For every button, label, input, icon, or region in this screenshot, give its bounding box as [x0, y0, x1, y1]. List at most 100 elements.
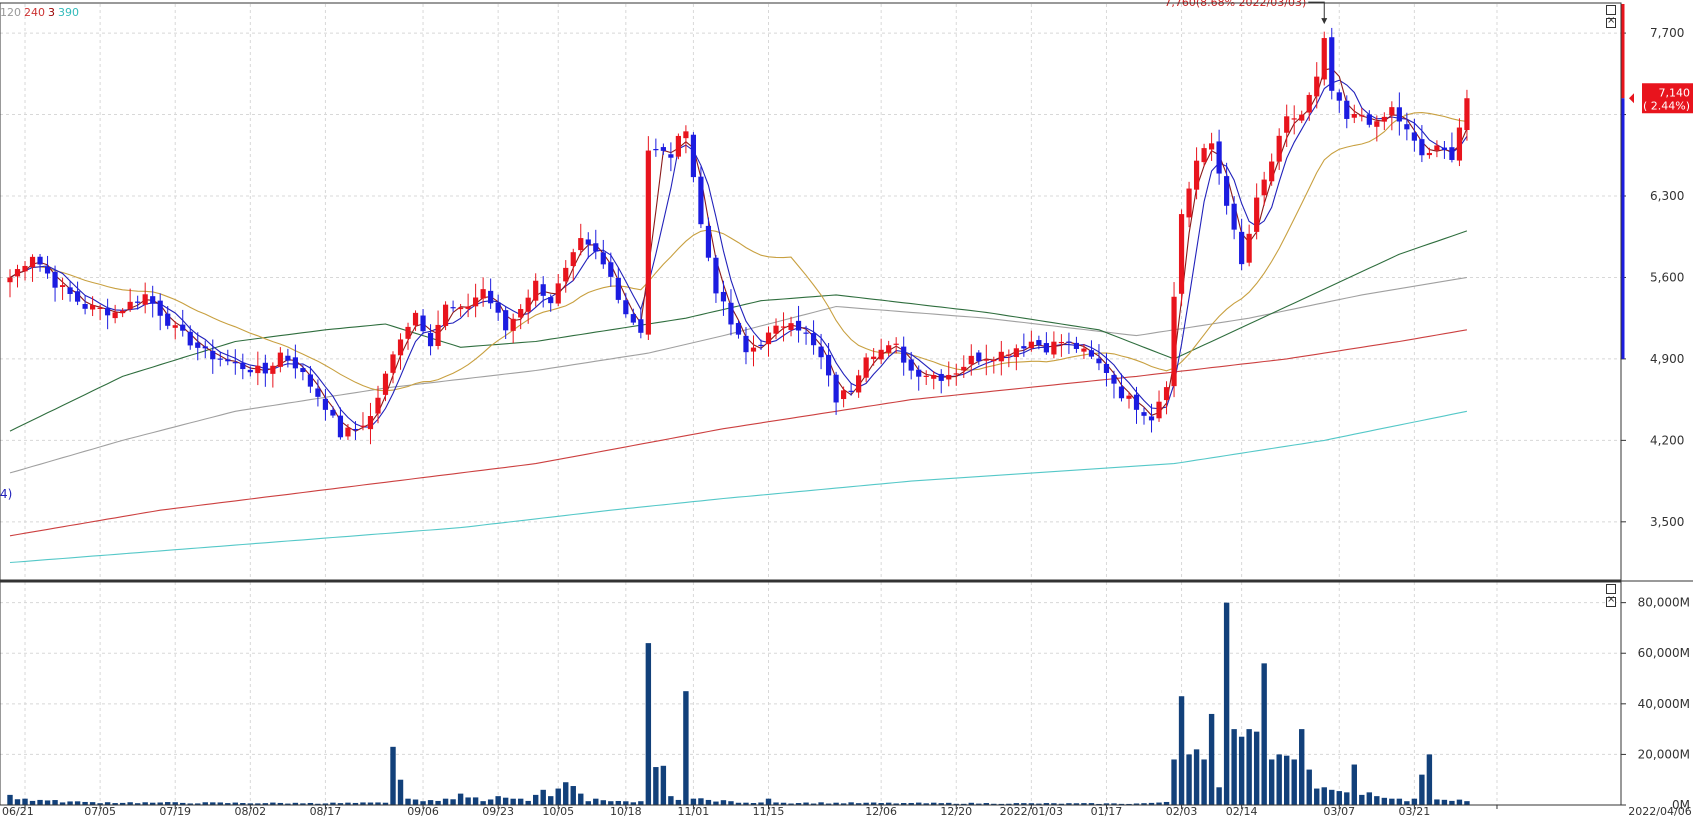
volume-bar: [908, 802, 914, 805]
candle-body: [563, 267, 569, 282]
candle: [901, 336, 907, 376]
volume-bar: [149, 802, 156, 805]
candle: [165, 306, 171, 330]
candle-body: [720, 291, 727, 302]
candle: [1231, 196, 1237, 240]
candle-body: [1088, 350, 1095, 357]
date-tick-label: 02/14: [1226, 805, 1258, 818]
candle-body: [1299, 114, 1305, 121]
date-tick-label: 09/06: [407, 805, 439, 818]
candle-body: [157, 300, 163, 316]
candle-body: [983, 359, 989, 361]
candle: [1291, 105, 1297, 135]
candle: [1449, 132, 1455, 163]
candle-body: [818, 346, 824, 358]
volume-bar: [1276, 754, 1282, 805]
volume-bar: [112, 803, 118, 805]
candle-body: [608, 262, 614, 277]
volume-bar: [1231, 729, 1237, 805]
candle-body: [488, 290, 494, 304]
volume-bar: [435, 800, 441, 805]
volume-bar: [1006, 803, 1012, 805]
candle: [705, 217, 712, 262]
candle: [97, 304, 103, 321]
candle-body: [240, 362, 246, 370]
candle-body: [458, 307, 464, 310]
volume-bar: [1381, 797, 1388, 805]
candle-body: [728, 302, 734, 325]
volume-bar: [202, 802, 208, 805]
volume-bar: [412, 799, 419, 805]
candle-body: [150, 296, 156, 304]
close-icon[interactable]: [1606, 15, 1616, 28]
volume-bar: [465, 797, 471, 805]
volume-bar: [307, 802, 314, 805]
candle-body: [1021, 346, 1027, 349]
volume-bar: [690, 798, 697, 805]
volume-bar: [1374, 796, 1380, 805]
volume-bar: [1404, 801, 1410, 805]
volume-bar: [840, 803, 847, 805]
candle-body: [217, 358, 223, 360]
candle: [540, 276, 546, 308]
volume-bar: [1321, 787, 1327, 805]
close-icon[interactable]: [1606, 594, 1616, 607]
volume-bar: [390, 746, 396, 805]
volume-bar: [1223, 602, 1230, 805]
volume-bar: [1193, 749, 1200, 805]
volume-bar: [1073, 803, 1080, 805]
candle-body: [660, 147, 666, 151]
candle-body: [653, 149, 659, 151]
candle: [300, 365, 306, 381]
date-tick-label: 03/21: [1399, 805, 1431, 818]
volume-bar: [255, 803, 261, 805]
candle-body: [44, 266, 51, 274]
candle-body: [1284, 116, 1290, 133]
volume-pane-window-buttons[interactable]: [1606, 584, 1628, 607]
volume-bar: [533, 794, 539, 805]
candle: [82, 295, 88, 315]
date-tick-label: 11/01: [678, 805, 710, 818]
candle-body: [262, 362, 268, 374]
date-tick-label: 06/21: [2, 805, 34, 818]
candle-body: [307, 374, 313, 387]
price-tick-label: 4,200: [1650, 433, 1684, 447]
volume-bar: [555, 788, 561, 805]
volume-bar: [1351, 764, 1357, 805]
candle: [1028, 330, 1034, 352]
candle-body: [848, 390, 854, 392]
volume-bar: [74, 801, 81, 805]
candle: [1464, 89, 1470, 141]
candle: [292, 344, 298, 379]
candle: [728, 289, 734, 336]
volume-bar: [22, 798, 28, 805]
volume-bar: [1156, 802, 1162, 805]
price-grid: [0, 4, 1621, 580]
candle: [322, 388, 329, 421]
candle: [1163, 381, 1170, 415]
candle: [810, 320, 817, 355]
candle: [285, 348, 291, 368]
volume-bar: [285, 803, 291, 805]
candle: [1269, 153, 1275, 186]
candle-body: [1396, 107, 1402, 122]
candle-body: [1036, 340, 1042, 346]
candle-body: [120, 310, 126, 314]
volume-bar: [37, 799, 43, 805]
volume-bar: [803, 802, 809, 805]
volume-bar: [450, 799, 456, 805]
candle: [1366, 110, 1372, 128]
price-pane-window-buttons[interactable]: [1606, 5, 1628, 28]
volume-bar: [210, 802, 216, 805]
candle-body: [1186, 188, 1192, 218]
candle: [660, 143, 666, 155]
candle: [1284, 104, 1290, 147]
volume-bar: [728, 801, 734, 805]
maximize-icon[interactable]: [1606, 584, 1616, 594]
maximize-icon[interactable]: [1606, 5, 1616, 15]
candle-body: [1359, 115, 1365, 117]
date-tick-label: 09/23: [482, 805, 514, 818]
candle: [720, 280, 727, 316]
